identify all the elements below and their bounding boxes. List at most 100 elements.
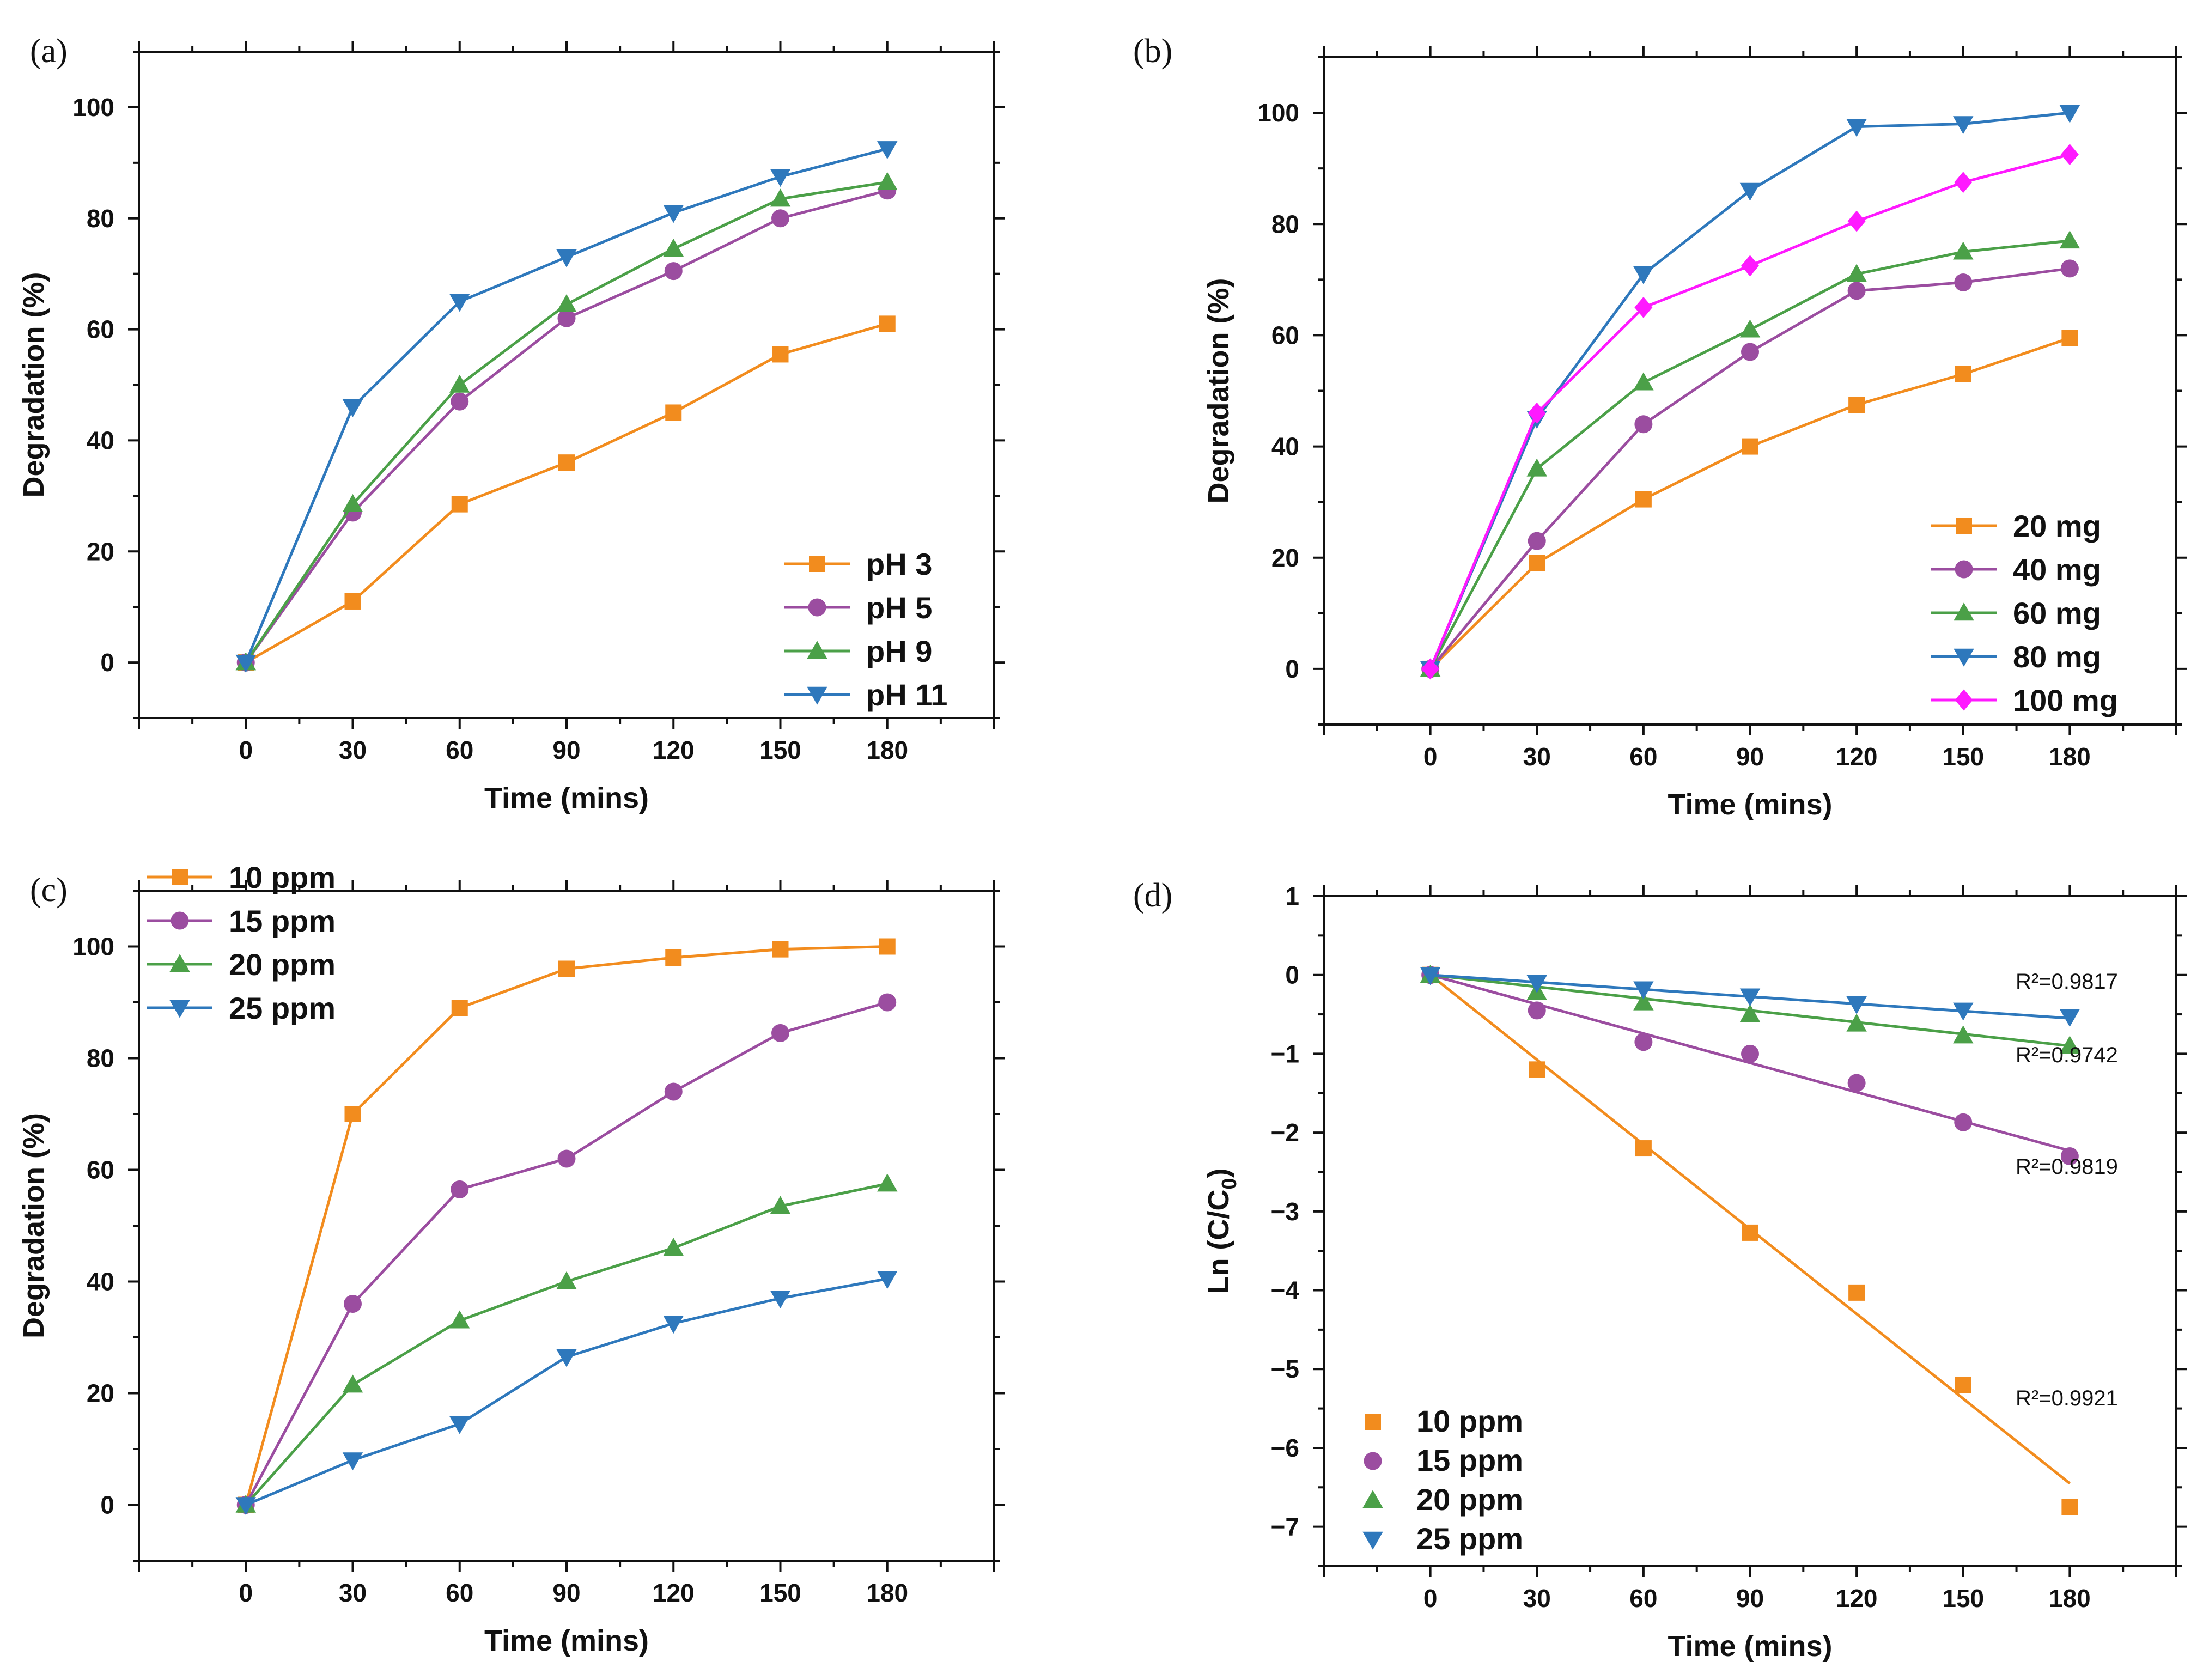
data-point (342, 1374, 363, 1393)
panel-label: (d) (1133, 877, 1172, 914)
legend-marker (807, 641, 827, 659)
data-point (1741, 255, 1759, 277)
legend-marker (808, 598, 826, 617)
legend-marker (169, 954, 190, 972)
series-pH-3 (238, 315, 896, 671)
data-point (665, 949, 682, 966)
series-pH-9 (235, 172, 898, 671)
series-line (245, 1001, 888, 1506)
series-10-ppm (1422, 966, 2078, 1515)
series-line (245, 1277, 888, 1506)
y-tick-label: 100 (72, 93, 114, 121)
data-point (663, 1316, 684, 1334)
data-point (1742, 438, 1758, 455)
x-tick-label: 60 (1629, 1584, 1657, 1612)
y-tick-label: −4 (1271, 1276, 1300, 1305)
data-point (556, 249, 577, 267)
legend-marker (1362, 1490, 1383, 1508)
r2-annotation: R²=0.9819 (2016, 1155, 2118, 1179)
x-tick-label: 30 (339, 1579, 367, 1607)
y-tick-label: 1 (1285, 882, 1299, 910)
y-tick-label: −6 (1271, 1434, 1299, 1462)
legend: 10 ppm 15 ppm 20 ppm 25 ppm (147, 860, 336, 1025)
legend-label: 40 mg (2013, 552, 2101, 587)
legend-label: 25 ppm (229, 991, 336, 1025)
data-point (1529, 555, 1545, 571)
data-point (557, 1149, 576, 1168)
legend-marker (1955, 689, 1973, 711)
x-axis-title: Time (mins) (1668, 788, 1832, 821)
data-point (1635, 491, 1652, 508)
data-point (1848, 1284, 1865, 1301)
data-point (1846, 264, 1867, 282)
x-axis-title: Time (mins) (1668, 1630, 1832, 1663)
series-line (1429, 239, 2070, 670)
data-point (770, 1196, 791, 1214)
data-point (449, 1310, 470, 1329)
y-tick-label: −2 (1271, 1118, 1299, 1147)
data-point (556, 1271, 577, 1289)
x-tick-label: 90 (552, 1579, 580, 1607)
legend-marker (809, 556, 825, 572)
series-line (1429, 153, 2071, 669)
y-tick-label: 0 (100, 648, 114, 677)
legend-marker (1955, 560, 1973, 579)
data-point (1633, 266, 1654, 284)
x-tick-label: 180 (2049, 742, 2091, 771)
data-point (557, 309, 576, 327)
legend-label: 80 mg (2013, 640, 2101, 674)
series-25-ppm (235, 1271, 898, 1515)
legend-marker (169, 1000, 190, 1018)
data-point (879, 315, 896, 332)
y-tick-label: 80 (1271, 210, 1299, 238)
x-tick-label: 90 (552, 736, 580, 764)
legend-marker (171, 911, 189, 930)
legend-marker (1362, 1531, 1383, 1550)
legend-label: 25 ppm (1416, 1521, 1523, 1556)
data-point (342, 494, 363, 512)
y-tick-label: −3 (1271, 1197, 1299, 1226)
legend-label: 100 mg (2013, 683, 2118, 717)
data-point (878, 993, 897, 1012)
data-point (1954, 1113, 1973, 1131)
y-tick-label: 0 (100, 1491, 114, 1519)
x-tick-label: 120 (653, 1579, 695, 1607)
data-point (1848, 397, 1865, 413)
x-tick-label: 120 (1836, 1584, 1878, 1612)
series-15-ppm (236, 993, 897, 1514)
data-point (451, 392, 469, 411)
y-axis-title-main: Ln (C/C (1202, 1190, 1235, 1294)
x-tick-label: 30 (339, 736, 367, 764)
data-point (558, 960, 575, 977)
data-point (2060, 1147, 2079, 1166)
r2-annotation: R²=0.9742 (2016, 1043, 2118, 1067)
data-point (556, 294, 577, 312)
y-tick-label: 20 (87, 537, 114, 565)
x-tick-label: 0 (239, 736, 253, 764)
data-point (2061, 330, 2078, 346)
data-point (1633, 992, 1654, 1011)
data-point (1955, 1377, 1971, 1393)
data-point (344, 1106, 361, 1122)
data-point (1739, 182, 1761, 201)
x-tick-label: 150 (1942, 1584, 1984, 1612)
data-point (1528, 1001, 1546, 1020)
y-axis-title: Ln (C/C0) (1202, 1168, 1241, 1294)
series-25-ppm (1420, 967, 2080, 1027)
y-tick-label: 40 (1271, 433, 1299, 461)
x-axis-title: Time (mins) (484, 1624, 649, 1657)
legend-label: 10 ppm (229, 860, 336, 894)
data-point (1846, 119, 1867, 137)
data-point (1954, 172, 1973, 193)
series-pH-5 (236, 181, 897, 672)
data-point (2059, 1036, 2080, 1054)
x-tick-label: 30 (1523, 742, 1551, 771)
legend: 10 ppm 15 ppm 20 ppm 25 ppm (1362, 1404, 1523, 1556)
chart-panel-2: (c) 0 30 60 90 120 150 180 0 20 40 60 80 100 Time (min… (17, 860, 1005, 1657)
y-tick-label: 100 (72, 933, 114, 961)
y-axis-title: Degradation (%) (1202, 278, 1235, 503)
legend-label: 60 mg (2013, 596, 2101, 630)
data-point (1634, 296, 1653, 318)
x-tick-label: 60 (446, 736, 473, 764)
data-point (344, 593, 361, 610)
